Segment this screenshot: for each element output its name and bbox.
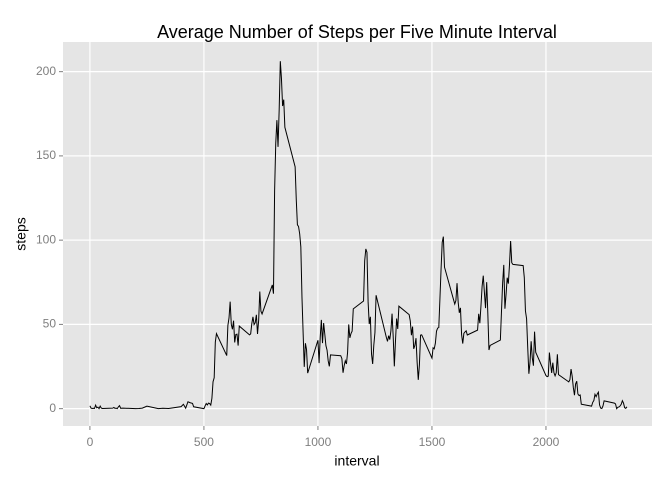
y-tick-label: 0 (49, 401, 56, 415)
chart-title: Average Number of Steps per Five Minute … (157, 22, 557, 42)
x-tick-label: 500 (194, 435, 214, 449)
x-tick-label: 1500 (419, 435, 446, 449)
x-tick-label: 0 (87, 435, 94, 449)
data-line (89, 61, 628, 410)
x-tick-label: 1000 (305, 435, 332, 449)
y-axis-title: steps (13, 217, 29, 250)
plot-panel (63, 42, 652, 426)
x-tick-label: 2000 (533, 435, 560, 449)
x-axis-title: interval (334, 453, 379, 469)
y-tick-label: 200 (36, 64, 56, 78)
y-tick-label: 50 (43, 317, 57, 331)
y-tick-label: 100 (36, 232, 56, 246)
y-tick-label: 150 (36, 148, 56, 162)
